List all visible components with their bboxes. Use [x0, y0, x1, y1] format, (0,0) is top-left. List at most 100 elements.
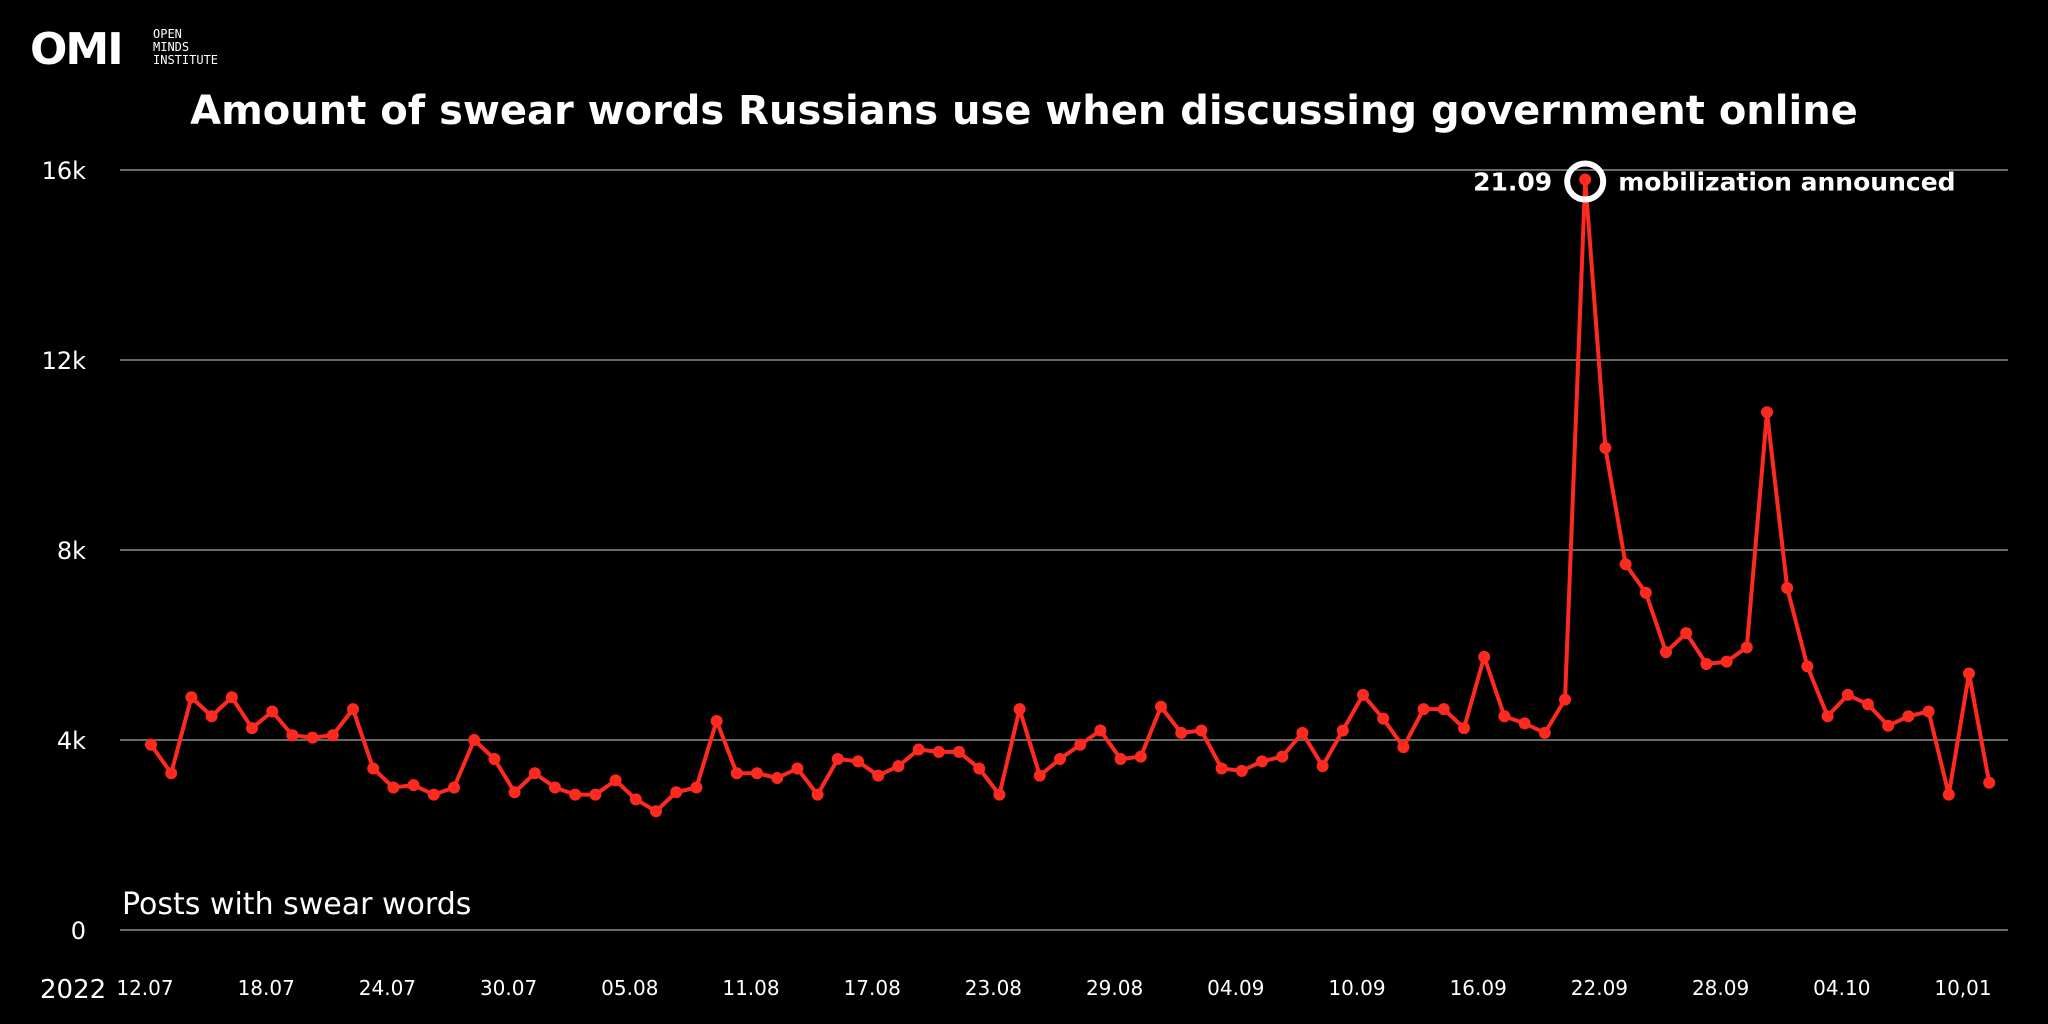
logo-mark: OMI: [30, 24, 124, 75]
data-point: [387, 781, 400, 794]
x-tick-label: 05.08: [601, 976, 658, 1000]
data-point: [953, 745, 965, 758]
x-tick-label: 29.08: [1086, 976, 1143, 1000]
x-axis-ticks: 12.07 18.07 24.07 30.07 05.08 11.08 17.08 23.08…: [116, 976, 1991, 1000]
data-point: [1316, 760, 1329, 773]
data-point: [468, 734, 481, 746]
x-tick-label: 16.09: [1450, 976, 1507, 1000]
x-tick-label: 12.07: [116, 976, 173, 1000]
data-point: [1862, 698, 1874, 711]
data-point: [1155, 700, 1167, 713]
x-tick-label: 18.07: [238, 976, 295, 1000]
data-point: [427, 788, 440, 801]
data-point: [266, 705, 279, 718]
data-point: [932, 745, 945, 758]
data-point: [1336, 724, 1349, 737]
series-label: Posts with swear words: [122, 887, 471, 922]
data-point: [448, 781, 460, 794]
data-point: [1296, 726, 1309, 739]
data-point: [811, 788, 824, 801]
data-point: [1983, 776, 1996, 789]
x-tick-label: 04.09: [1207, 976, 1264, 1000]
y-tick-label: 0: [71, 917, 86, 945]
data-point: [367, 762, 380, 775]
annotation-date: 21.09: [1473, 168, 1552, 197]
x-tick-label: 22.09: [1571, 976, 1628, 1000]
data-point: [1579, 173, 1592, 186]
data-point: [1498, 710, 1511, 723]
data-point: [629, 793, 642, 806]
x-tick-label: 30.07: [480, 976, 537, 1000]
data-point: [1599, 441, 1612, 454]
data-point: [205, 710, 218, 723]
data-point: [892, 760, 905, 773]
data-point: [347, 703, 359, 716]
data-point: [1922, 705, 1935, 718]
x-tick-label: 17.08: [844, 976, 901, 1000]
data-point: [993, 788, 1006, 801]
series-line: [149, 177, 1992, 814]
data-point: [1559, 693, 1571, 706]
y-axis-ticks: 0 4k 8k 12k 16k: [42, 157, 87, 945]
data-point: [488, 753, 501, 765]
data-point: [710, 715, 723, 727]
annotation: 21.09 mobilization announced: [1473, 160, 1956, 203]
data-point: [831, 753, 844, 765]
data-point: [1357, 688, 1369, 701]
data-point: [1458, 722, 1470, 735]
data-point: [1660, 646, 1672, 659]
data-point: [1781, 582, 1794, 594]
data-point: [306, 731, 319, 744]
data-point: [1761, 406, 1773, 419]
data-point: [185, 691, 198, 704]
data-point: [973, 762, 986, 775]
data-point: [569, 788, 582, 801]
data-point: [1478, 650, 1491, 663]
data-point: [1054, 753, 1066, 765]
data-point: [1720, 655, 1733, 668]
y-tick-label: 4k: [57, 727, 86, 755]
data-point: [1175, 726, 1188, 739]
data-point: [1417, 703, 1430, 716]
x-tick-label: 10,01: [1934, 976, 1991, 1000]
data-point: [1700, 658, 1713, 670]
data-point: [145, 738, 157, 751]
x-tick-label: 04.10: [1813, 976, 1870, 1000]
data-point: [1639, 586, 1652, 599]
data-point: [690, 781, 703, 794]
x-tick-label: 11.08: [722, 976, 779, 1000]
data-point: [751, 767, 763, 780]
data-point: [1801, 660, 1814, 673]
y-tick-label: 8k: [57, 537, 86, 565]
data-point: [1437, 703, 1450, 716]
data-point: [1882, 719, 1895, 732]
data-point: [1740, 641, 1753, 654]
data-point: [246, 722, 258, 735]
data-point: [1074, 738, 1087, 751]
data-point: [1619, 558, 1632, 571]
y-tick-label: 12k: [42, 347, 87, 375]
data-point: [286, 729, 299, 742]
data-point: [1841, 688, 1854, 701]
data-point: [670, 786, 683, 799]
data-point: [528, 767, 541, 780]
data-point: [872, 769, 885, 782]
data-point: [1276, 750, 1289, 763]
data-point: [1942, 788, 1955, 801]
data-point: [225, 691, 238, 704]
data-point: [1134, 750, 1147, 763]
data-point: [1963, 667, 1975, 680]
logo: OMI OPEN MINDS INSTITUTE: [30, 26, 240, 74]
year-label: 2022: [40, 975, 106, 1005]
data-point: [1195, 724, 1208, 737]
data-point: [508, 786, 521, 799]
logo-text: OPEN MINDS INSTITUTE: [153, 27, 219, 67]
data-point: [1902, 710, 1915, 723]
x-tick-label: 24.07: [359, 976, 416, 1000]
data-point: [1518, 717, 1531, 730]
data-point: [1377, 712, 1390, 725]
data-point: [326, 729, 339, 742]
data-point: [1013, 703, 1026, 716]
data-point: [771, 772, 784, 784]
